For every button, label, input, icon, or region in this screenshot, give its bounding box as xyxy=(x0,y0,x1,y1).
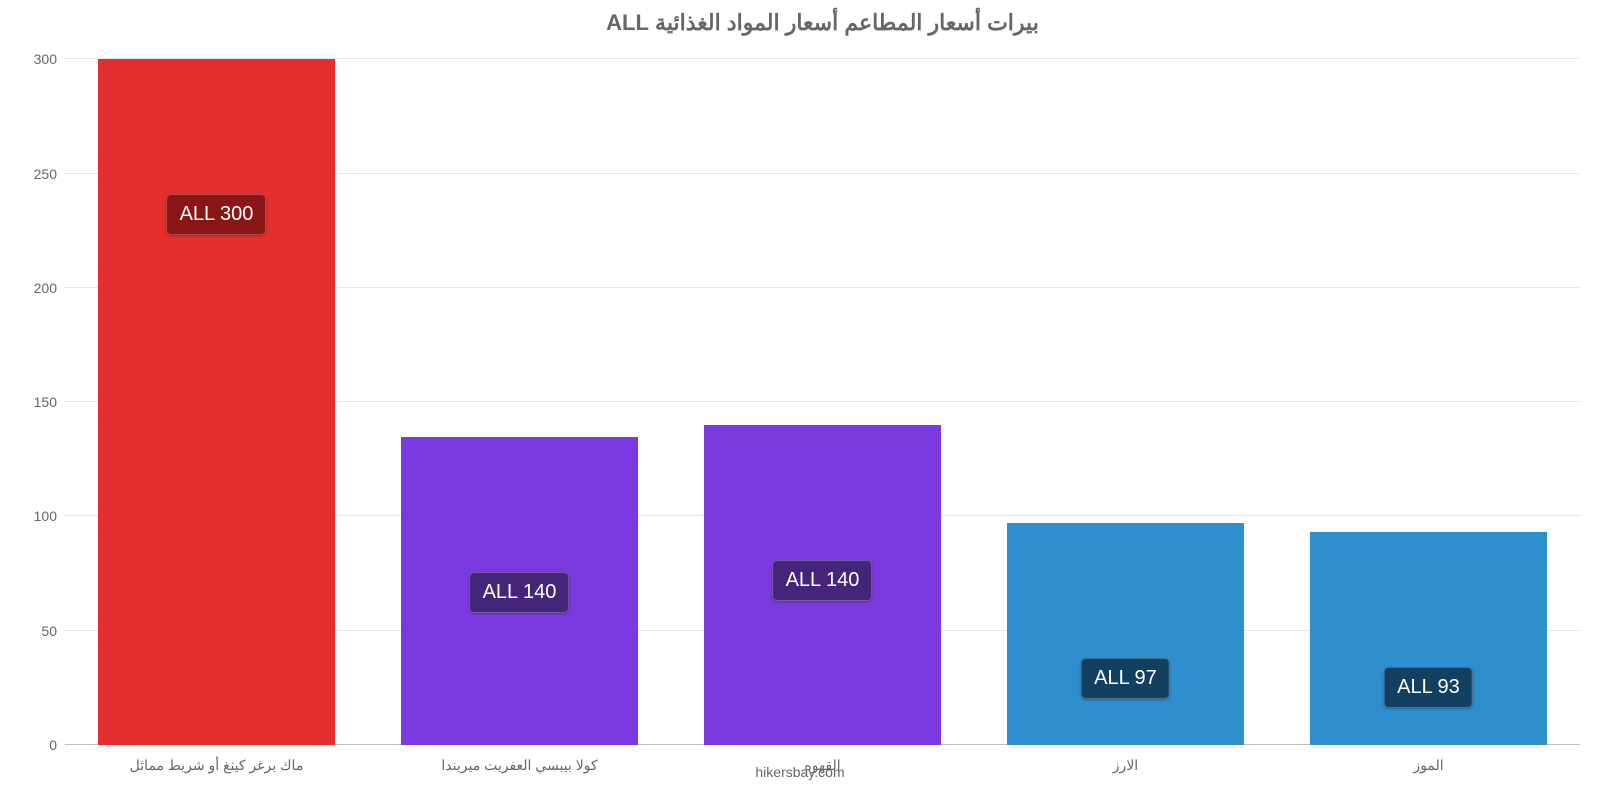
y-tick-label: 250 xyxy=(34,166,65,182)
plot-area: 050100150200250300ALL 300ماك برغر كينغ أ… xyxy=(65,48,1580,745)
bar-slot: ALL 97الارز xyxy=(974,48,1277,745)
bar: ALL 140 xyxy=(401,437,637,746)
bar: ALL 140 xyxy=(704,425,940,745)
bar-chart: بيرات أسعار المطاعم أسعار المواد الغذائي… xyxy=(0,0,1600,800)
bar-slot: ALL 93الموز xyxy=(1277,48,1580,745)
source-label: hikersbay.com xyxy=(0,764,1600,780)
bar: ALL 97 xyxy=(1007,523,1243,745)
bar: ALL 300 xyxy=(98,59,334,745)
bar-value-badge: ALL 300 xyxy=(167,194,267,235)
bar: ALL 93 xyxy=(1310,532,1546,745)
bar-value-badge: ALL 140 xyxy=(470,572,570,613)
bar-slot: ALL 300ماك برغر كينغ أو شريط مماثل xyxy=(65,48,368,745)
y-tick-label: 200 xyxy=(34,280,65,296)
bar-value-badge: ALL 97 xyxy=(1081,658,1170,699)
bar-slot: ALL 140القهوه xyxy=(671,48,974,745)
chart-title: بيرات أسعار المطاعم أسعار المواد الغذائي… xyxy=(65,10,1580,36)
y-tick-label: 100 xyxy=(34,508,65,524)
y-tick-label: 300 xyxy=(34,51,65,67)
bars-group: ALL 300ماك برغر كينغ أو شريط مماثلALL 14… xyxy=(65,48,1580,745)
bar-value-badge: ALL 93 xyxy=(1384,667,1473,708)
y-tick-label: 50 xyxy=(41,623,65,639)
y-tick-label: 150 xyxy=(34,394,65,410)
y-tick-label: 0 xyxy=(49,737,65,753)
bar-slot: ALL 140كولا بيبسي العفريت ميريندا xyxy=(368,48,671,745)
bar-value-badge: ALL 140 xyxy=(773,560,873,601)
